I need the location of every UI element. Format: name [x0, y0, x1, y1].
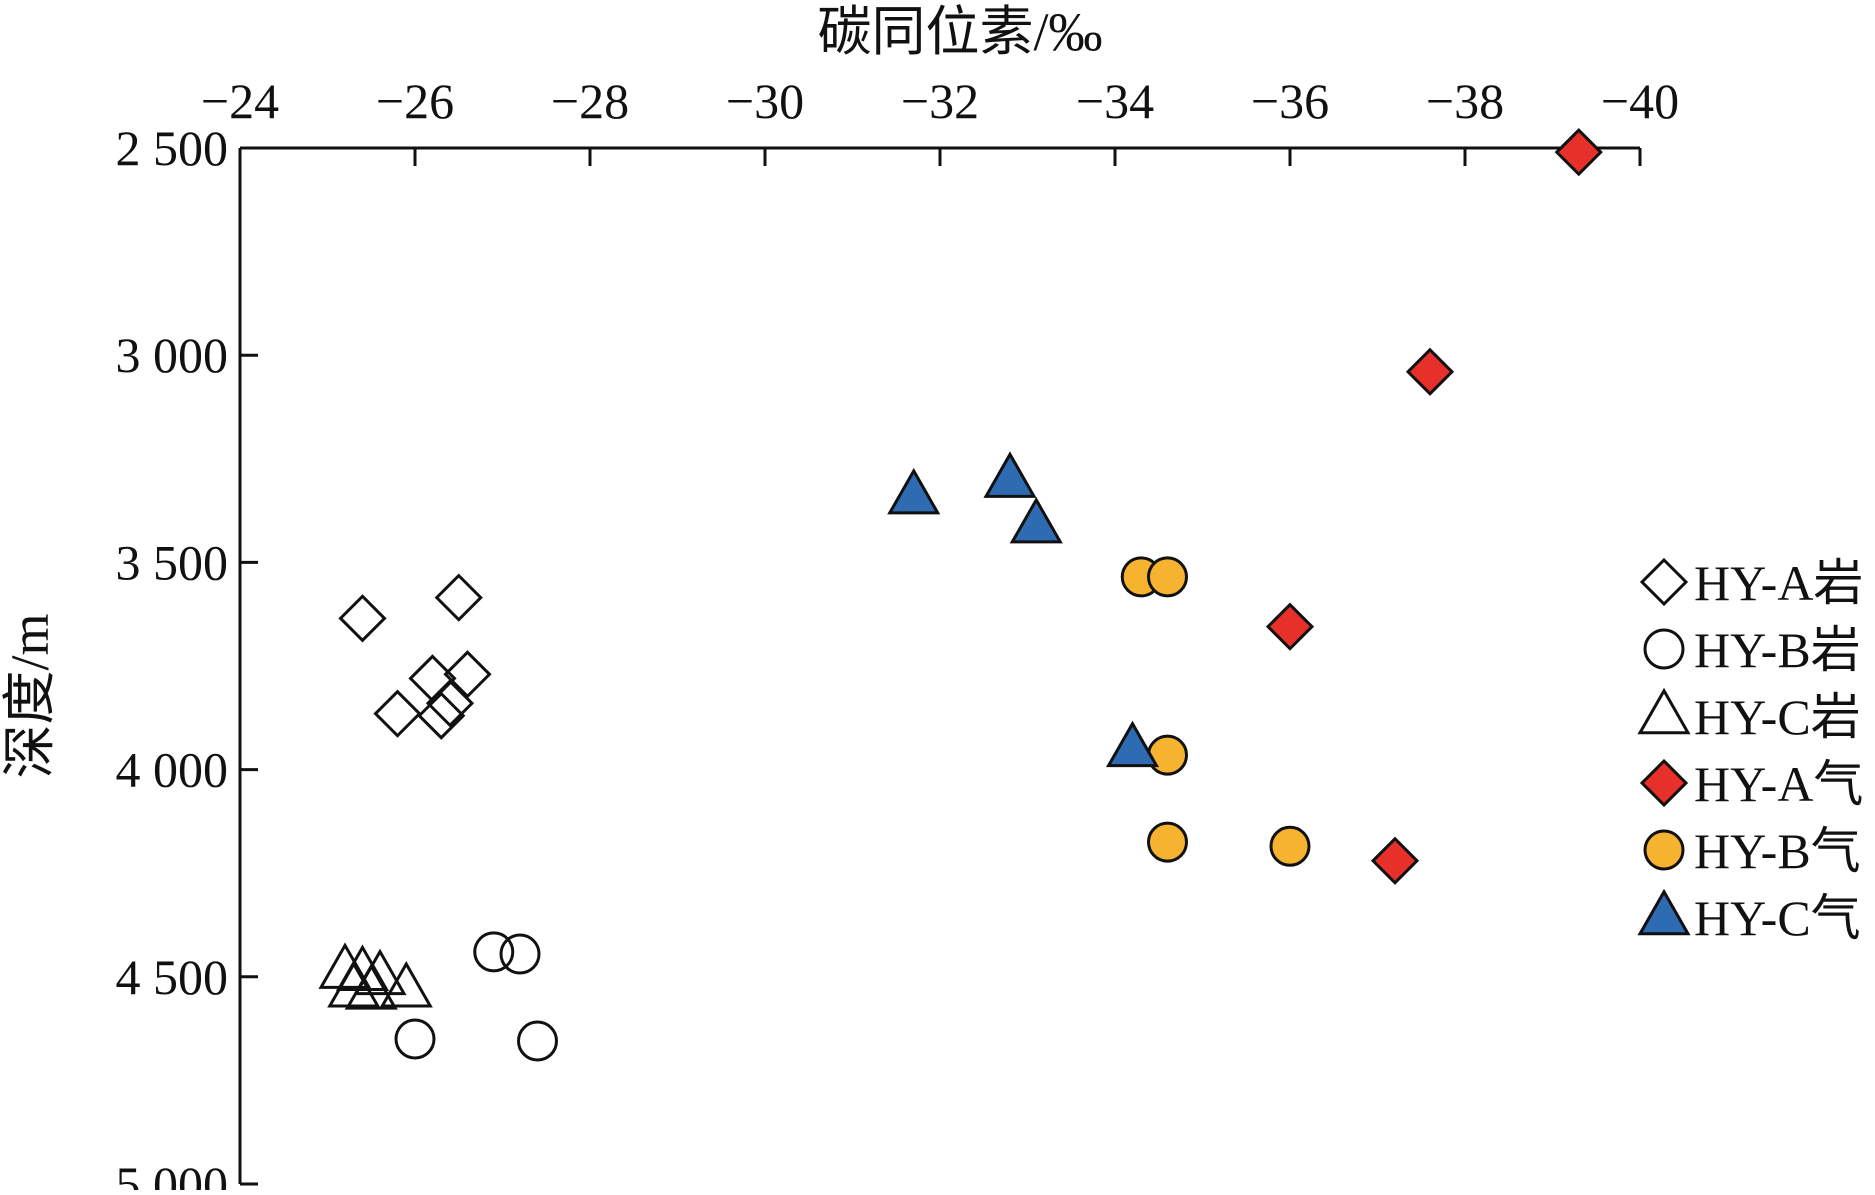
data-point: [1269, 825, 1311, 867]
data-point: [517, 1020, 558, 1062]
legend-marker: [1643, 829, 1685, 871]
x-tick-label: −24: [201, 73, 279, 129]
legend-label: HY-A气: [1694, 756, 1863, 812]
x-tick-label: −40: [1601, 73, 1679, 129]
y-tick-label: 3 500: [116, 534, 229, 590]
legend-marker: [1637, 888, 1691, 936]
y-axis-title: 深度/m: [0, 613, 60, 778]
data-point: [499, 933, 541, 975]
x-tick-label: −26: [376, 73, 454, 129]
legend-label: HY-B气: [1694, 823, 1861, 879]
y-tick-label: 2 500: [116, 120, 229, 176]
data-point: [983, 451, 1037, 498]
x-tick-label: −30: [726, 73, 804, 129]
y-tick-label: 5 000: [116, 1156, 229, 1190]
data-point: [394, 1018, 436, 1060]
legend-marker: [1637, 687, 1691, 735]
data-point: [318, 942, 372, 989]
data-point: [887, 467, 941, 515]
x-tick-label: −34: [1076, 73, 1154, 129]
data-point: [1009, 496, 1063, 544]
data-point: [1265, 602, 1315, 651]
x-tick-label: −28: [551, 73, 629, 129]
data-point: [373, 689, 422, 738]
data-point: [344, 963, 398, 1010]
legend-marker: [1639, 758, 1689, 808]
legend-marker: [1639, 557, 1689, 607]
data-point: [327, 961, 381, 1008]
data-point: [1105, 720, 1160, 768]
x-tick-label: −32: [901, 73, 979, 129]
x-axis-title: 碳同位素/‰: [817, 2, 1102, 62]
data-points: [318, 128, 1603, 1062]
data-point: [1370, 836, 1420, 885]
y-tick-label: 4 500: [116, 949, 229, 1005]
legend: HY-A岩 HY-B岩 HY-C岩 HY-A气 HY-B气 HY-C气: [1637, 555, 1863, 946]
x-tick-label: −38: [1426, 73, 1504, 129]
data-point: [1147, 821, 1188, 863]
data-point: [1147, 556, 1188, 598]
data-point: [1147, 734, 1188, 776]
legend-marker: [1643, 628, 1685, 670]
data-point: [1405, 347, 1455, 396]
data-point: [1554, 128, 1603, 177]
legend-label: HY-C岩: [1694, 689, 1861, 745]
x-tick-label: −36: [1251, 73, 1329, 129]
axes: −24 −26 −28 −30 −32 −34 −36 −38 −40 2 500 3 000 3 5…: [116, 73, 1680, 1195]
data-point: [473, 931, 515, 973]
data-point: [425, 679, 475, 728]
y-tick-label: 3 000: [116, 327, 229, 383]
legend-label: HY-C气: [1694, 890, 1861, 946]
legend-label: HY-B岩: [1694, 622, 1861, 678]
data-point: [443, 650, 492, 699]
data-point: [379, 961, 433, 1008]
y-tick-label: 4 000: [116, 742, 229, 798]
legend-label: HY-A岩: [1694, 555, 1863, 611]
data-point: [434, 573, 483, 622]
data-point: [338, 594, 387, 643]
data-point: [417, 691, 466, 740]
